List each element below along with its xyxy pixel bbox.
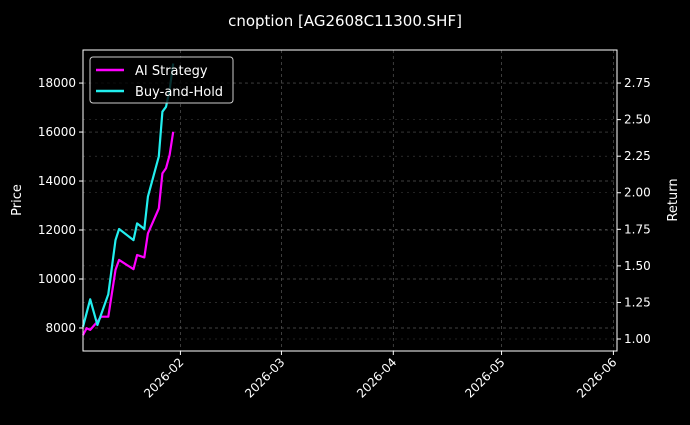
- x-tick-label: 2026-04: [354, 355, 399, 400]
- grid: [83, 50, 617, 351]
- legend: AI Strategy Buy-and-Hold: [89, 56, 234, 104]
- y-axis-label: Price: [10, 184, 25, 216]
- y-tick-label: 16000: [38, 125, 76, 139]
- x-tick-label: 2026-05: [462, 355, 507, 400]
- y-tick-label: 12000: [38, 223, 76, 237]
- series-layer: [81, 63, 175, 336]
- y-right-tick-label: 1.75: [624, 222, 651, 236]
- y-right-tick-label: 2.50: [624, 113, 651, 127]
- y-tick-label: 14000: [38, 174, 76, 188]
- y-axis-right-label: Return: [666, 178, 681, 221]
- plot-frame: [82, 49, 618, 352]
- y-right-tick-label: 2.75: [624, 76, 651, 90]
- legend-label-buy-and-hold: Buy-and-Hold: [135, 85, 223, 100]
- y-right-tick-label: 2.00: [624, 186, 651, 200]
- series-line-buy-and-hold: [81, 63, 175, 328]
- x-tick-label: 2026-03: [242, 355, 287, 400]
- x-tick-label: 2026-02: [141, 355, 186, 400]
- series-line-ai-strategy: [82, 131, 175, 336]
- y-right-tick-label: 2.25: [624, 149, 651, 163]
- chart-title: cnoption [AG2608C11300.SHF]: [228, 12, 462, 30]
- x-tick-label: 2026-06: [574, 355, 619, 400]
- y-right-tick-label: 1.50: [624, 259, 651, 273]
- y-right-tick-label: 1.00: [624, 332, 651, 346]
- y-tick-label: 18000: [38, 76, 76, 90]
- y-tick-label: 10000: [38, 272, 76, 286]
- y-right-tick-label: 1.25: [624, 295, 651, 309]
- legend-label-ai-strategy: AI Strategy: [135, 64, 208, 79]
- y-tick-label: 8000: [45, 321, 76, 335]
